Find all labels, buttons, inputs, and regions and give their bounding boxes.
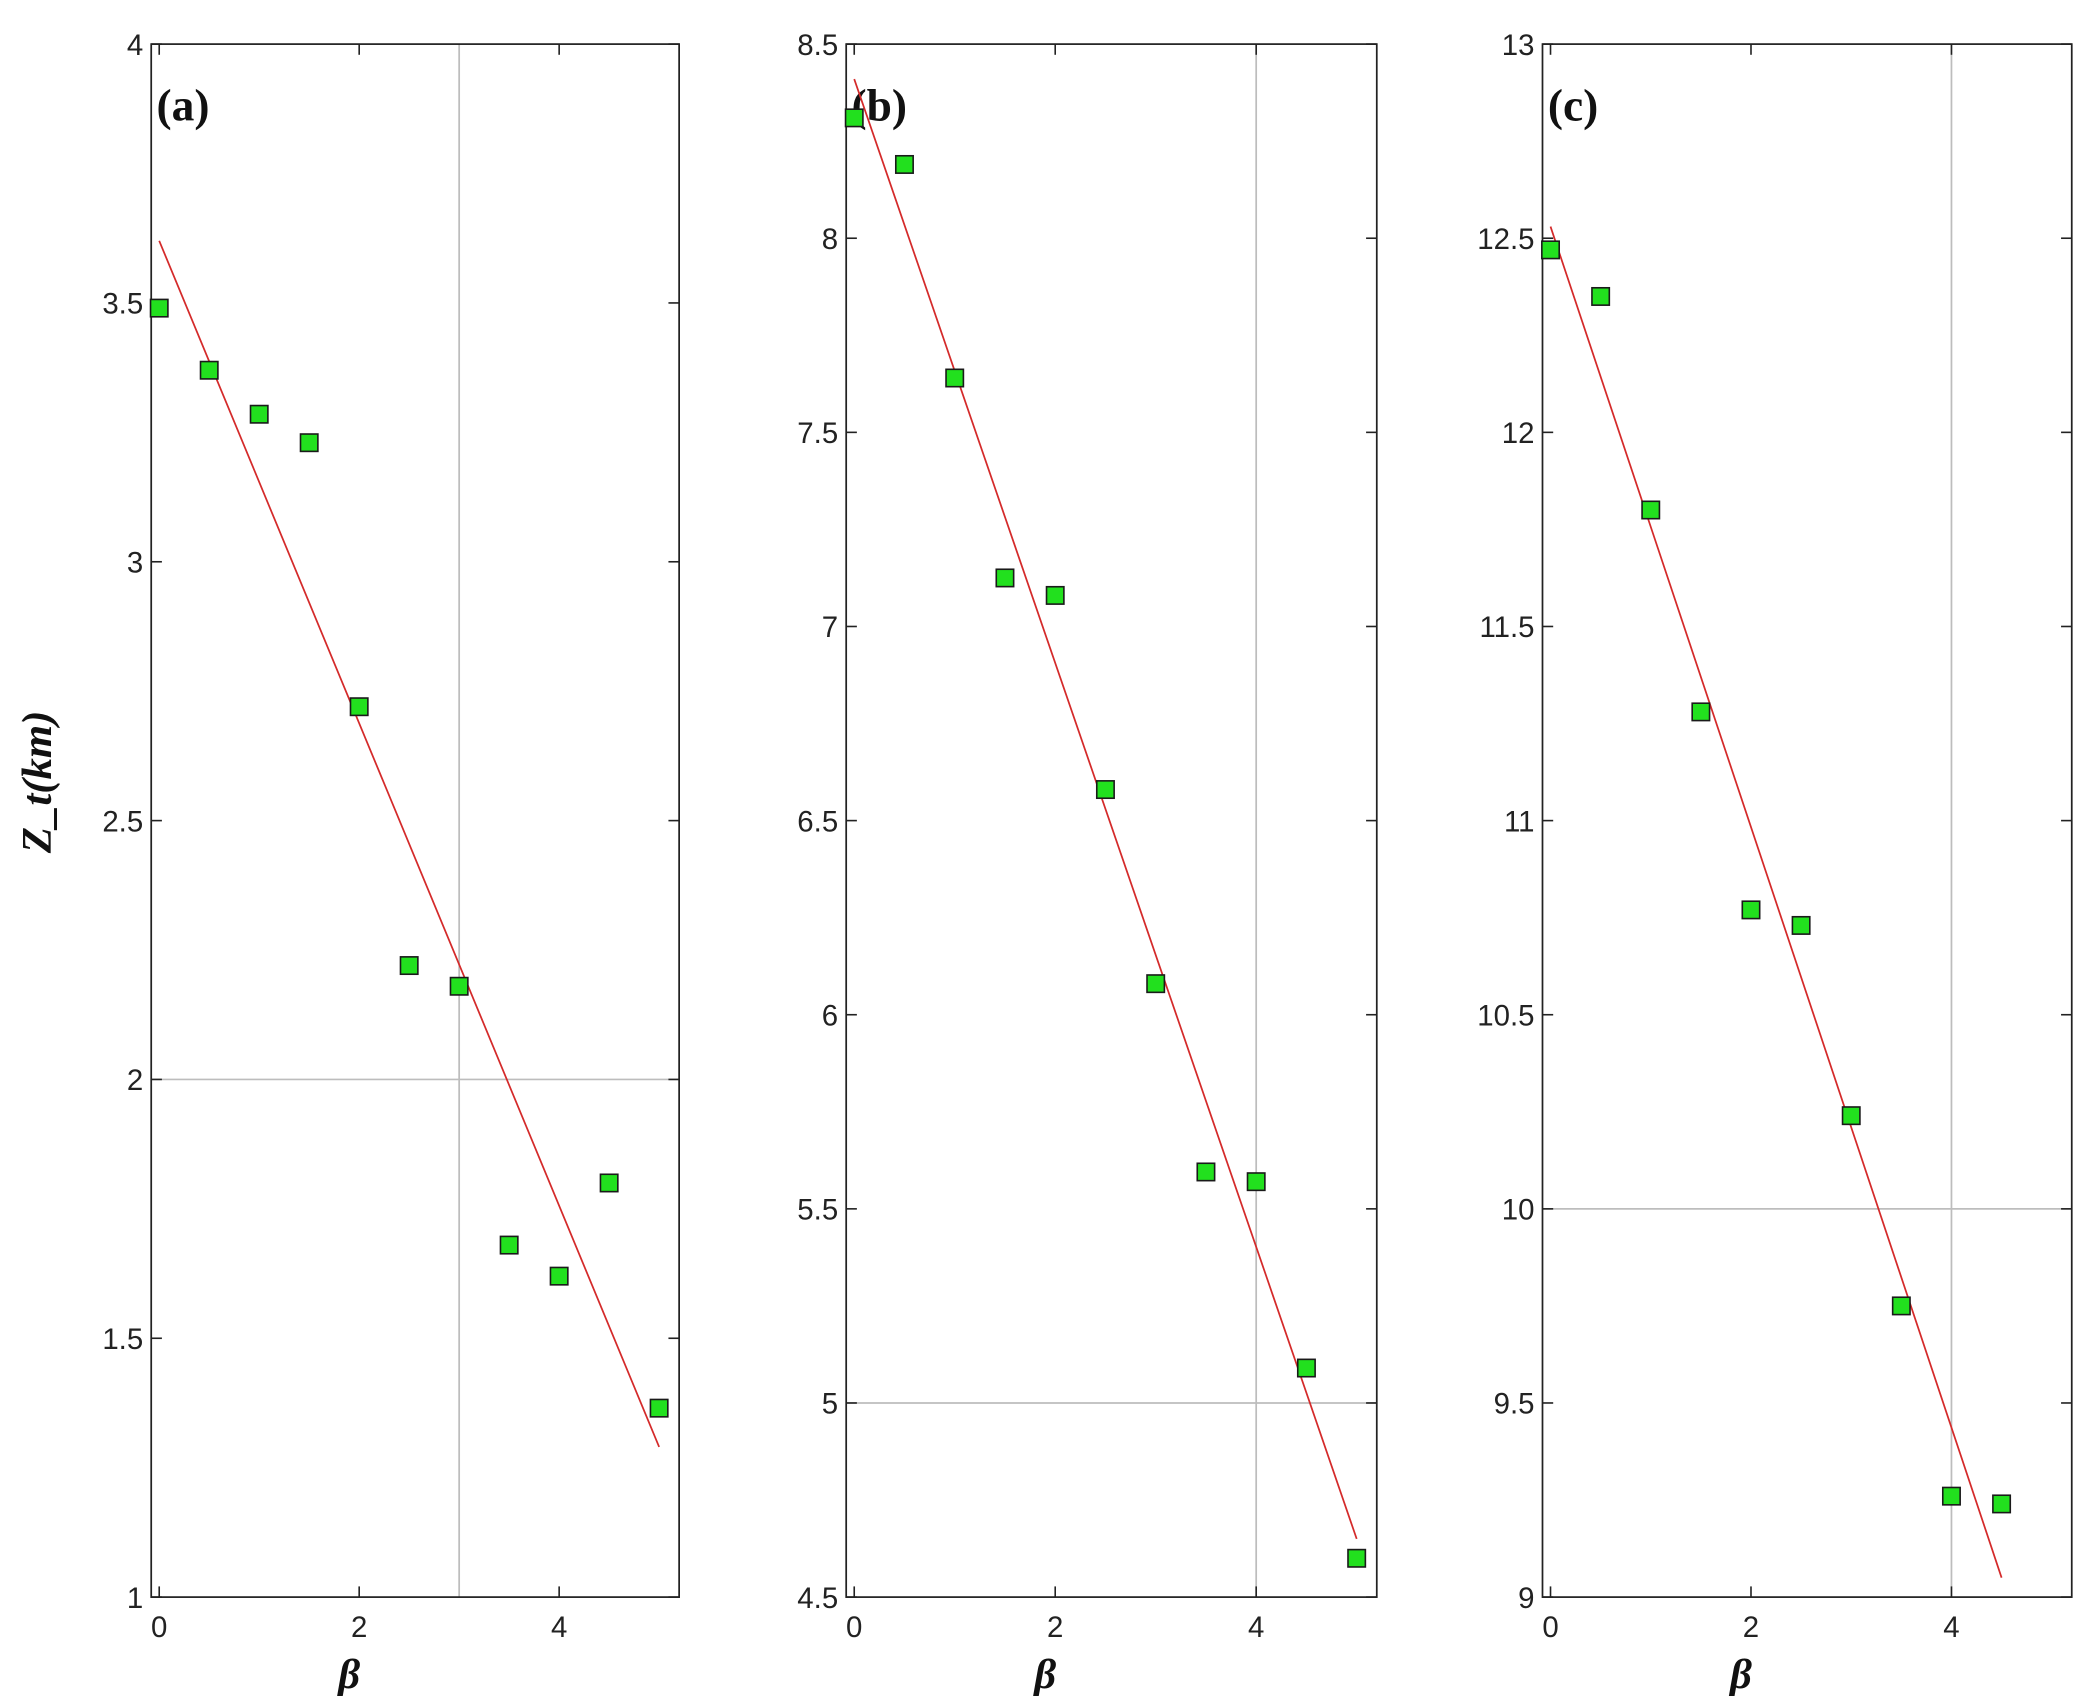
data-point [199,360,219,380]
y-tick-label: 4 [127,29,143,62]
y-tick-label: 10 [1502,1194,1535,1227]
data-point [1741,900,1761,920]
panel-label: (a) [157,80,210,130]
panel-c: 9 9.5 10 10.5 11 11.5 12 12.5 13 0 2 4 β (c) [1477,29,2073,1696]
data-point [1246,1172,1266,1192]
data-point [995,568,1015,588]
axes-frame [1541,43,2073,1598]
data-point [1296,1358,1316,1378]
y-tick-label: 9.5 [1494,1388,1535,1421]
fit-line [853,78,1358,1540]
y-axis-label: Z_t(km) [14,711,61,854]
data-point [1045,585,1065,605]
y-tick-label: 5 [822,1388,838,1421]
data-point [1347,1548,1367,1568]
y-tick-label: 2 [127,1064,143,1097]
x-tick-label: 4 [551,1611,567,1644]
data-point [844,108,864,128]
data-point [1891,1296,1911,1316]
y-label-text: Z_t(km) [14,711,61,854]
data-point [1941,1486,1961,1506]
data-point [399,956,419,976]
fit-line [158,240,660,1448]
x-tick-label: 2 [1743,1611,1759,1644]
data-point [549,1266,569,1286]
data-point [1691,702,1711,722]
y-tick-label: 9 [1518,1582,1534,1615]
x-axis-label: β [1728,1651,1752,1696]
x-tick-label: 2 [1047,1611,1063,1644]
data-point [1146,974,1166,994]
data-point [349,697,369,717]
data-point [1992,1494,2012,1514]
data-point [1541,240,1561,260]
y-tick-label: 3 [127,546,143,579]
data-point [249,404,269,424]
axes-frame [150,43,680,1598]
y-tick-label: 6 [822,999,838,1032]
data-point [1791,915,1811,935]
y-tick-label: 6.5 [797,805,838,838]
x-axis-label: β [1032,1651,1056,1696]
panel-b: 4.555.566.577.588.50 2 4β(b) [797,29,1378,1696]
data-point [945,368,965,388]
y-tick-label: 12 [1502,417,1535,450]
data-point [894,154,914,174]
y-tick-label: 5.5 [797,1194,838,1227]
y-tick-label: 7 [822,611,838,644]
fit-line [1549,226,2003,1578]
x-tick-label: 0 [1542,1611,1558,1644]
y-tick-label: 11 [1504,805,1535,838]
data-point [1591,286,1611,306]
data-point [599,1173,619,1193]
y-tick-label: 3.5 [102,288,143,321]
x-tick-label: 2 [351,1611,367,1644]
y-tick-label: 1 [127,1582,143,1615]
y-tick-label: 2.5 [102,805,143,838]
data-point [1841,1106,1861,1126]
data-point [299,433,319,453]
x-tick-label: 4 [1943,1611,1959,1644]
data-point [149,298,169,318]
x-tick-label: 0 [151,1611,167,1644]
data-point [1196,1162,1216,1182]
y-tick-label: 8 [822,223,838,256]
panel-a: 1 1.5 2 2.5 3 3.5 4 0 2 4 β (a) [102,29,680,1696]
y-tick-label: 7.5 [797,417,838,450]
x-tick-label: 0 [846,1611,862,1644]
data-point [449,976,469,996]
y-tick-label: 12.5 [1477,223,1534,256]
x-axis-label: β [336,1651,360,1696]
panel-label: (c) [1548,80,1598,130]
data-point [499,1235,519,1255]
x-tick-label: 4 [1248,1611,1264,1644]
data-point [1095,780,1115,800]
y-tick-label: 4.5 [797,1582,838,1615]
y-tick-label: 8.5 [797,29,838,62]
y-tick-label: 13 [1502,29,1535,62]
y-tick-label: 10.5 [1477,999,1534,1032]
y-tick-label: 11.5 [1479,611,1534,644]
data-point [1641,500,1661,520]
y-tick-label: 1.5 [102,1323,143,1356]
data-point [649,1398,669,1418]
